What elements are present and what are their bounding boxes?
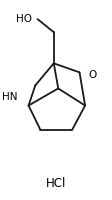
Text: HN: HN [2, 92, 17, 102]
Text: HO: HO [16, 14, 32, 24]
Text: HCl: HCl [46, 177, 66, 189]
Text: O: O [88, 70, 96, 80]
